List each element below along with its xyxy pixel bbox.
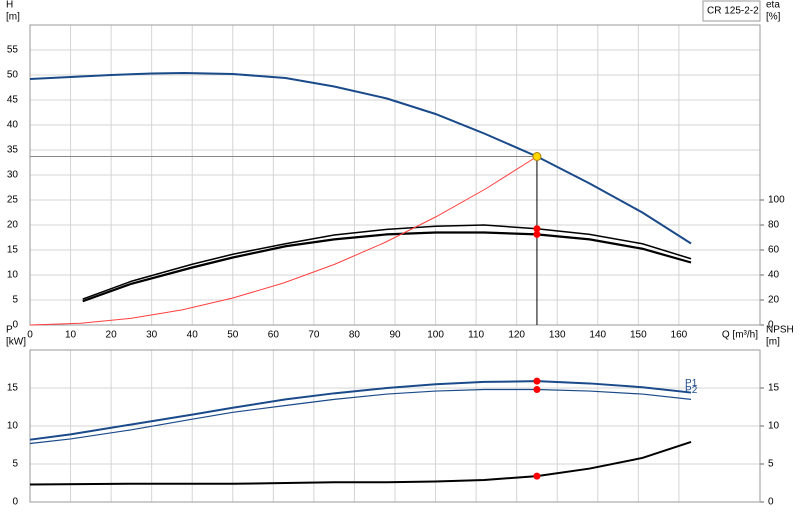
x-tick-label: 60	[268, 330, 280, 341]
y2-tick-label: 40	[768, 270, 780, 281]
y-tick-label: 30	[7, 170, 19, 181]
x-tick-label: 160	[671, 330, 688, 341]
x-tick-label: 140	[589, 330, 606, 341]
x-tick-label: 150	[630, 330, 647, 341]
x-tick-label: 40	[187, 330, 199, 341]
y-tick-label: 0	[12, 497, 18, 508]
curve	[29, 388, 692, 445]
plot-frame	[29, 349, 761, 503]
y-tick-label: 50	[7, 70, 19, 81]
x-axis-label: Q [m³/h]	[722, 330, 758, 341]
y-tick-label: 5	[12, 295, 18, 306]
x-tick-label: 120	[508, 330, 525, 341]
y2-tick-label: 15	[768, 383, 780, 394]
y2-tick-label: 10	[768, 421, 780, 432]
duty-point	[533, 230, 541, 238]
y-tick-label: 10	[7, 270, 19, 281]
chart-title: CR 125-2-2	[707, 6, 759, 17]
duty-point	[533, 225, 541, 233]
x-tick-label: 110	[468, 330, 484, 341]
x-tick-label: 50	[227, 330, 239, 341]
y2-tick-label: 60	[768, 245, 780, 256]
y-tick-label: 55	[7, 45, 19, 56]
series-label: P2	[685, 385, 698, 396]
y2-axis-label: NPSH	[766, 325, 794, 336]
duty-point	[533, 472, 541, 480]
y-axis-label: [m]	[6, 12, 20, 23]
x-tick-label: 30	[146, 330, 158, 341]
plot-frame	[29, 24, 761, 326]
y-tick-label: 35	[7, 145, 19, 156]
title-box	[702, 0, 761, 22]
y2-tick-label: 0	[768, 320, 774, 331]
curve	[29, 71, 692, 245]
curve	[29, 156, 538, 326]
y2-axis-label: [%]	[766, 12, 781, 23]
x-tick-label: 20	[106, 330, 118, 341]
y-tick-label: 20	[7, 220, 19, 231]
y-tick-label: 10	[7, 421, 19, 432]
y2-tick-label: 100	[768, 195, 785, 206]
curve	[29, 441, 692, 486]
x-tick-label: 100	[427, 330, 444, 341]
x-tick-label: 10	[65, 330, 77, 341]
curve	[82, 231, 692, 303]
y-tick-label: 45	[7, 95, 19, 106]
y-axis-label: H	[6, 0, 13, 11]
x-tick-label: 70	[308, 330, 320, 341]
x-tick-label: 130	[549, 330, 566, 341]
y-tick-label: 15	[7, 245, 19, 256]
y2-tick-label: 20	[768, 295, 780, 306]
y-tick-label: 25	[7, 195, 19, 206]
y-axis-label: [kW]	[6, 337, 26, 348]
y2-tick-label: 0	[768, 497, 774, 508]
duty-point	[533, 377, 541, 385]
y-tick-label: 40	[7, 120, 19, 131]
curve	[29, 380, 692, 441]
y-tick-label: 0	[12, 320, 18, 331]
y-axis-label: P	[6, 325, 13, 336]
operating-point	[532, 152, 542, 161]
y2-tick-label: 80	[768, 220, 780, 231]
y2-axis-label: [m]	[766, 337, 780, 348]
x-tick-label: 90	[389, 330, 401, 341]
y-tick-label: 5	[12, 459, 18, 470]
duty-point	[533, 386, 541, 394]
series-label: P1	[685, 378, 698, 389]
x-tick-label: 80	[349, 330, 361, 341]
y2-tick-label: 5	[768, 459, 774, 470]
y-tick-label: 15	[7, 383, 19, 394]
y2-axis-label: eta	[766, 0, 780, 11]
curve	[82, 224, 692, 300]
x-tick-label: 0	[27, 330, 33, 341]
